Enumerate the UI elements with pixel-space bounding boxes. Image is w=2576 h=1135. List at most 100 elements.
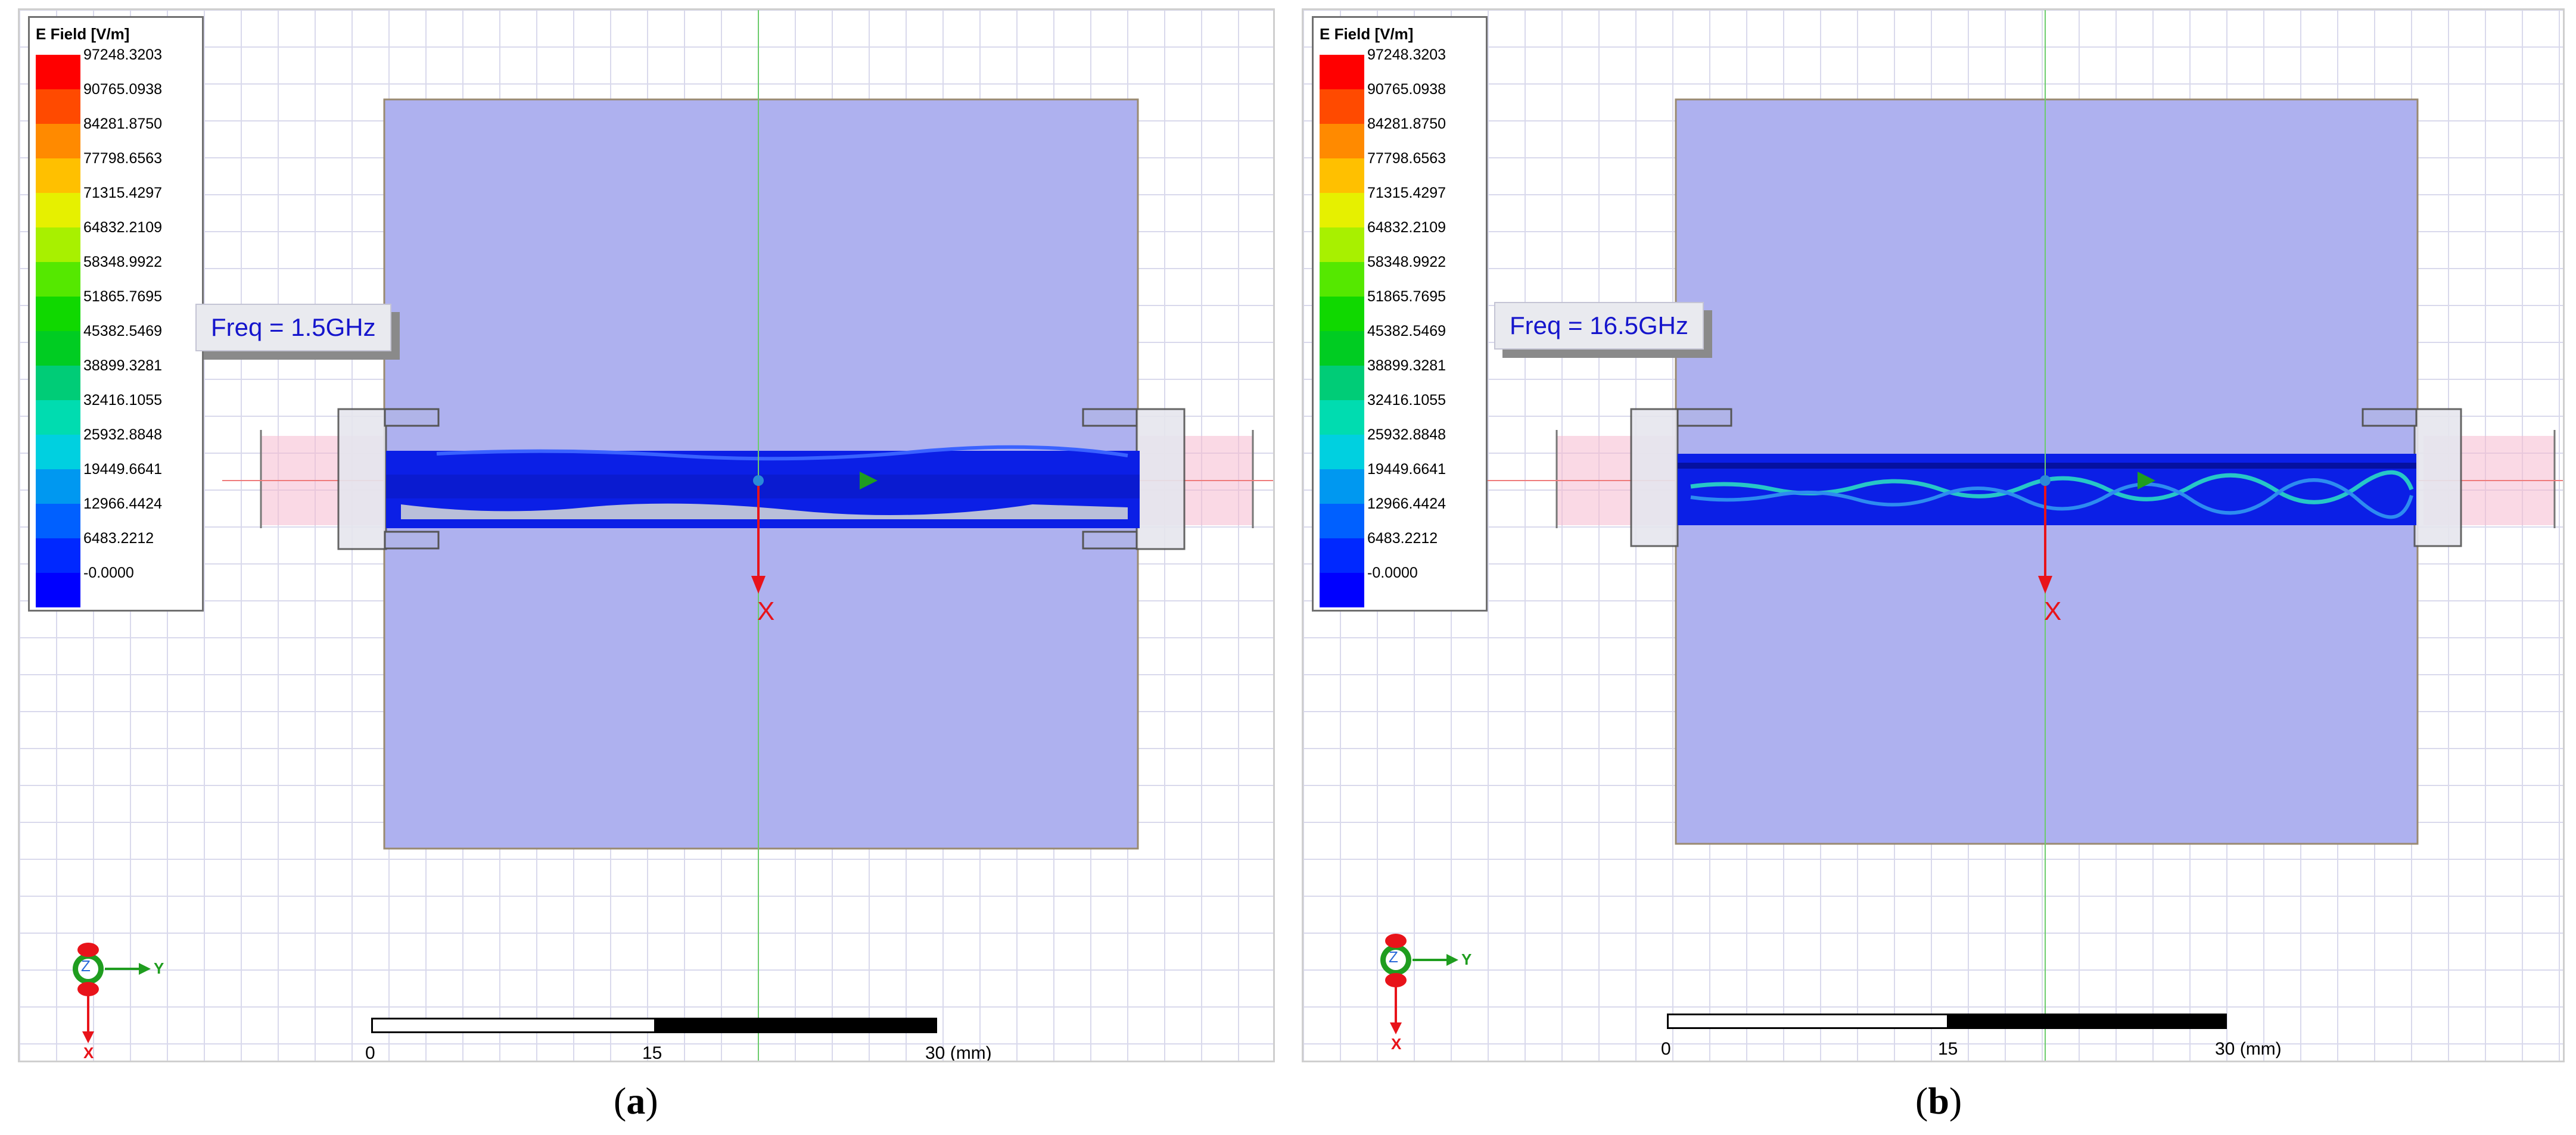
legend-entry: 6483.2212 <box>36 530 203 573</box>
scale-start: 0 <box>365 1043 375 1062</box>
scale-bar <box>371 1018 937 1033</box>
legend-value: -0.0000 <box>83 565 134 581</box>
legend-entry: 45382.5469 <box>1320 323 1486 366</box>
legend-entry: 77798.6563 <box>1320 150 1486 193</box>
simulation-viewport-b[interactable]: E Field [V/m] 97248.3203 90765.0938 84281.… <box>1302 8 2565 1062</box>
legend-value: 64832.2109 <box>83 219 163 236</box>
legend-entry: 32416.1055 <box>1320 392 1486 435</box>
legend-value: 12966.4424 <box>83 495 163 512</box>
legend-swatch <box>36 89 80 124</box>
legend-entry: 51865.7695 <box>1320 288 1486 331</box>
legend-entry: 38899.3281 <box>1320 357 1486 400</box>
legend-entry: 84281.8750 <box>1320 116 1486 158</box>
legend-entry: 58348.9922 <box>1320 254 1486 297</box>
legend-entry: 51865.7695 <box>36 288 203 331</box>
legend-entry: 12966.4424 <box>1320 495 1486 538</box>
legend-value: 97248.3203 <box>1367 46 1446 63</box>
legend-entry: 25932.8848 <box>1320 426 1486 469</box>
legend-swatch <box>1320 297 1364 331</box>
legend-entry: 71315.4297 <box>1320 185 1486 227</box>
legend-entry: 45382.5469 <box>36 323 203 366</box>
legend-swatch <box>36 297 80 331</box>
field-plot-b <box>1303 10 2563 1061</box>
caption-a: (a) <box>614 1080 658 1122</box>
legend-swatch <box>1320 158 1364 193</box>
legend-value: 71315.4297 <box>83 185 163 201</box>
caption-b: (b) <box>1915 1080 1962 1122</box>
legend-entry: 64832.2109 <box>1320 219 1486 262</box>
legend-value: 90765.0938 <box>83 81 163 98</box>
legend-value: 45382.5469 <box>1367 323 1446 339</box>
legend-value: 84281.8750 <box>1367 116 1446 132</box>
legend-entry: 77798.6563 <box>36 150 203 193</box>
legend-swatch <box>36 573 80 607</box>
scale-bar <box>1667 1014 2227 1029</box>
connector-right <box>1135 408 1186 550</box>
legend-swatch <box>36 538 80 573</box>
legend-entry: -0.0000 <box>36 565 203 607</box>
triad-z-label: Z <box>81 957 91 975</box>
legend-scale: 97248.3203 90765.0938 84281.8750 77798.6563… <box>1320 46 1486 607</box>
connector-left <box>337 408 387 550</box>
triad-x-label: X <box>83 1044 94 1062</box>
triad-y-label: Y <box>1461 950 1472 968</box>
legend-swatch <box>1320 538 1364 573</box>
legend-value: 97248.3203 <box>83 46 163 63</box>
legend-swatch <box>36 262 80 297</box>
legend-value: 38899.3281 <box>83 357 163 374</box>
legend-entry: 58348.9922 <box>36 254 203 297</box>
scale-end: 30 (mm) <box>925 1043 992 1062</box>
legend-value: 6483.2212 <box>1367 530 1438 547</box>
legend-entry: 64832.2109 <box>36 219 203 262</box>
legend-entry: 97248.3203 <box>1320 46 1486 89</box>
legend-swatch <box>36 469 80 504</box>
legend-value: 51865.7695 <box>1367 288 1446 305</box>
legend-swatch <box>1320 573 1364 607</box>
axis-triad <box>73 943 151 1043</box>
triad-x-label: X <box>1391 1035 1402 1053</box>
triad-y-label: Y <box>154 959 164 977</box>
legend-swatch <box>1320 89 1364 124</box>
legend-value: 71315.4297 <box>1367 185 1446 201</box>
legend-title: E Field [V/m] <box>36 25 130 43</box>
legend-entry: 19449.6641 <box>1320 461 1486 504</box>
legend-entry: 6483.2212 <box>1320 530 1486 573</box>
legend-entry: 32416.1055 <box>36 392 203 435</box>
axis-triad <box>1380 934 1458 1034</box>
scale-mid: 15 <box>1938 1039 1958 1059</box>
legend-entry: 38899.3281 <box>36 357 203 400</box>
scale-start: 0 <box>1661 1039 1671 1059</box>
legend-entry: 19449.6641 <box>36 461 203 504</box>
legend-value: 32416.1055 <box>83 392 163 409</box>
legend-swatch <box>1320 366 1364 400</box>
legend-value: 84281.8750 <box>83 116 163 132</box>
scale-end: 30 (mm) <box>2215 1039 2282 1059</box>
triad-z-label: Z <box>1389 948 1398 966</box>
legend-value: 25932.8848 <box>83 426 163 443</box>
legend-value: 12966.4424 <box>1367 495 1446 512</box>
legend-entry: 12966.4424 <box>36 495 203 538</box>
legend-value: 77798.6563 <box>1367 150 1446 167</box>
legend-value: 32416.1055 <box>1367 392 1446 409</box>
legend-entry: 90765.0938 <box>1320 81 1486 124</box>
scale-mid: 15 <box>642 1043 662 1062</box>
legend-entry: 97248.3203 <box>36 46 203 89</box>
field-plot-a <box>20 10 1273 1061</box>
simulation-viewport-a[interactable]: E Field [V/m] 97248.3203 90765.0938 84281.… <box>18 8 1275 1062</box>
legend-swatch <box>1320 504 1364 538</box>
legend-value: 19449.6641 <box>83 461 163 478</box>
legend-swatch <box>1320 193 1364 227</box>
legend-swatch <box>36 366 80 400</box>
frequency-label: Freq = 16.5GHz <box>1494 302 1704 350</box>
legend-value: 19449.6641 <box>1367 461 1446 478</box>
legend-swatch <box>36 158 80 193</box>
legend-swatch <box>1320 400 1364 435</box>
legend-value: 6483.2212 <box>83 530 154 547</box>
legend-swatch <box>1320 124 1364 158</box>
field-legend: E Field [V/m] 97248.3203 90765.0938 84281.… <box>28 16 204 612</box>
legend-value: 64832.2109 <box>1367 219 1446 236</box>
legend-swatch <box>36 55 80 89</box>
legend-entry: 71315.4297 <box>36 185 203 227</box>
legend-swatch <box>1320 331 1364 366</box>
legend-swatch <box>1320 435 1364 469</box>
